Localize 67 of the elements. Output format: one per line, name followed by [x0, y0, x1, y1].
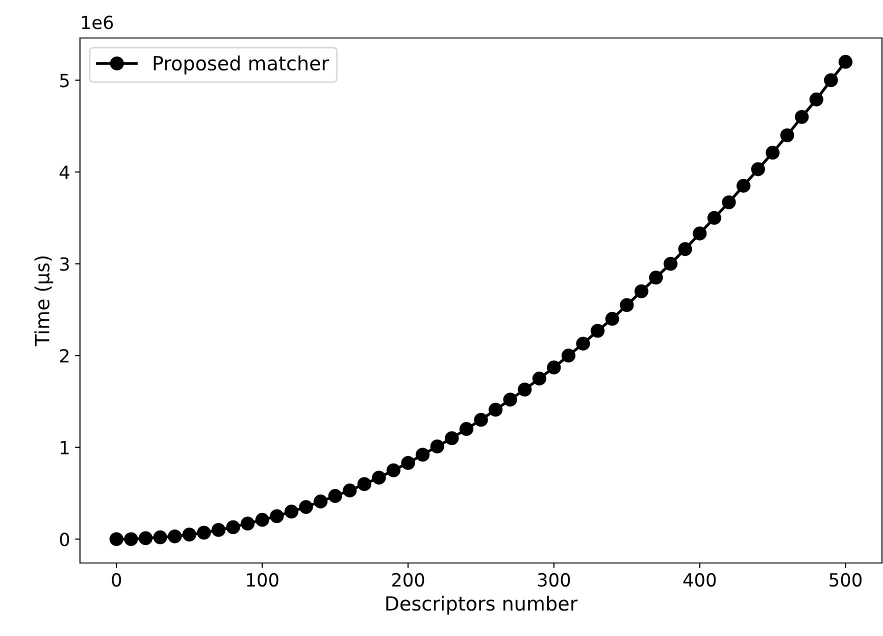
point	[546, 360, 561, 374]
point	[299, 500, 313, 514]
point	[153, 530, 168, 544]
point	[474, 412, 488, 427]
point	[168, 529, 182, 544]
point	[430, 439, 444, 454]
point	[357, 477, 372, 492]
point	[110, 532, 124, 546]
x-tick-label: 0	[112, 573, 121, 587]
x-tick-label: 100	[247, 573, 278, 587]
point	[678, 242, 692, 256]
point	[838, 54, 852, 69]
point	[138, 531, 153, 546]
y-tick-label: 0	[60, 532, 70, 546]
point	[240, 516, 255, 530]
point	[532, 372, 546, 386]
point	[328, 489, 342, 503]
point	[444, 431, 459, 446]
point	[809, 92, 824, 106]
x-tick-label: 400	[683, 573, 716, 587]
point	[794, 110, 809, 124]
point	[634, 284, 648, 298]
point	[314, 494, 328, 508]
point	[707, 210, 722, 225]
point	[197, 526, 211, 540]
x-tick-label: 200	[392, 573, 424, 587]
point	[751, 162, 765, 176]
point	[620, 298, 634, 312]
y-axis-title: Time (µs)	[34, 256, 54, 346]
point	[124, 532, 138, 546]
point	[518, 382, 532, 396]
x-axis-title: Descriptors number	[386, 596, 578, 615]
point	[824, 73, 838, 88]
point	[372, 470, 386, 485]
point	[590, 324, 605, 338]
point	[722, 195, 736, 210]
point	[270, 509, 284, 524]
point	[780, 128, 794, 142]
x-tick-label: 300	[538, 573, 570, 587]
point	[416, 448, 430, 462]
point	[226, 520, 240, 534]
point	[401, 456, 416, 470]
point	[386, 463, 400, 478]
point	[649, 270, 663, 284]
point	[605, 312, 620, 326]
point	[503, 392, 518, 407]
x-tick-label: 500	[830, 573, 862, 587]
y-tick-label: 3	[60, 257, 69, 271]
point	[576, 336, 590, 351]
point	[736, 178, 750, 193]
y-tick-label: 4	[60, 166, 70, 179]
point	[459, 422, 474, 436]
point	[766, 146, 780, 160]
y-tick-label: 5	[60, 74, 69, 88]
point	[692, 226, 707, 240]
point	[664, 256, 678, 271]
point	[562, 348, 576, 363]
legend-label: Proposed matcher	[154, 56, 330, 74]
point	[212, 523, 226, 537]
point	[342, 484, 357, 498]
point	[255, 512, 270, 527]
text: 1e6	[82, 16, 113, 30]
y-tick-label: 1	[60, 441, 69, 454]
point	[488, 402, 503, 417]
point	[182, 528, 196, 542]
point	[284, 504, 298, 519]
y-tick-label: 2	[60, 349, 68, 362]
